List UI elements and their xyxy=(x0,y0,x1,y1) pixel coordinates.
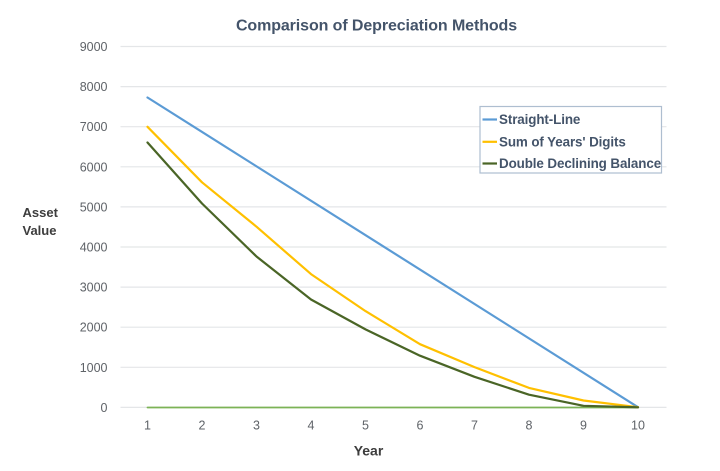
svg-text:7: 7 xyxy=(471,419,478,433)
svg-text:7000: 7000 xyxy=(80,120,108,134)
svg-text:3000: 3000 xyxy=(80,281,108,295)
svg-text:9: 9 xyxy=(580,419,587,433)
svg-text:1: 1 xyxy=(144,419,151,433)
svg-text:1000: 1000 xyxy=(80,361,108,375)
svg-text:Straight-Line: Straight-Line xyxy=(499,112,580,127)
svg-text:6: 6 xyxy=(417,419,424,433)
svg-text:8: 8 xyxy=(526,419,533,433)
svg-text:4000: 4000 xyxy=(80,241,108,255)
svg-text:9000: 9000 xyxy=(80,40,108,54)
svg-text:Value: Value xyxy=(23,223,57,238)
svg-text:Sum of Years' Digits: Sum of Years' Digits xyxy=(499,134,626,149)
svg-text:Comparison of Depreciation Met: Comparison of Depreciation Methods xyxy=(236,18,517,35)
svg-text:0: 0 xyxy=(101,401,108,415)
svg-text:6000: 6000 xyxy=(80,160,108,174)
svg-text:4: 4 xyxy=(308,419,315,433)
svg-text:8000: 8000 xyxy=(80,80,108,94)
svg-text:3: 3 xyxy=(253,419,260,433)
svg-text:Double Declining Balance: Double Declining Balance xyxy=(499,156,661,171)
svg-text:Asset: Asset xyxy=(23,205,59,220)
svg-text:Year: Year xyxy=(354,443,384,459)
svg-text:10: 10 xyxy=(631,419,645,433)
svg-text:2: 2 xyxy=(199,419,206,433)
svg-text:5000: 5000 xyxy=(80,200,108,214)
svg-text:5: 5 xyxy=(362,419,369,433)
svg-text:2000: 2000 xyxy=(80,321,108,335)
